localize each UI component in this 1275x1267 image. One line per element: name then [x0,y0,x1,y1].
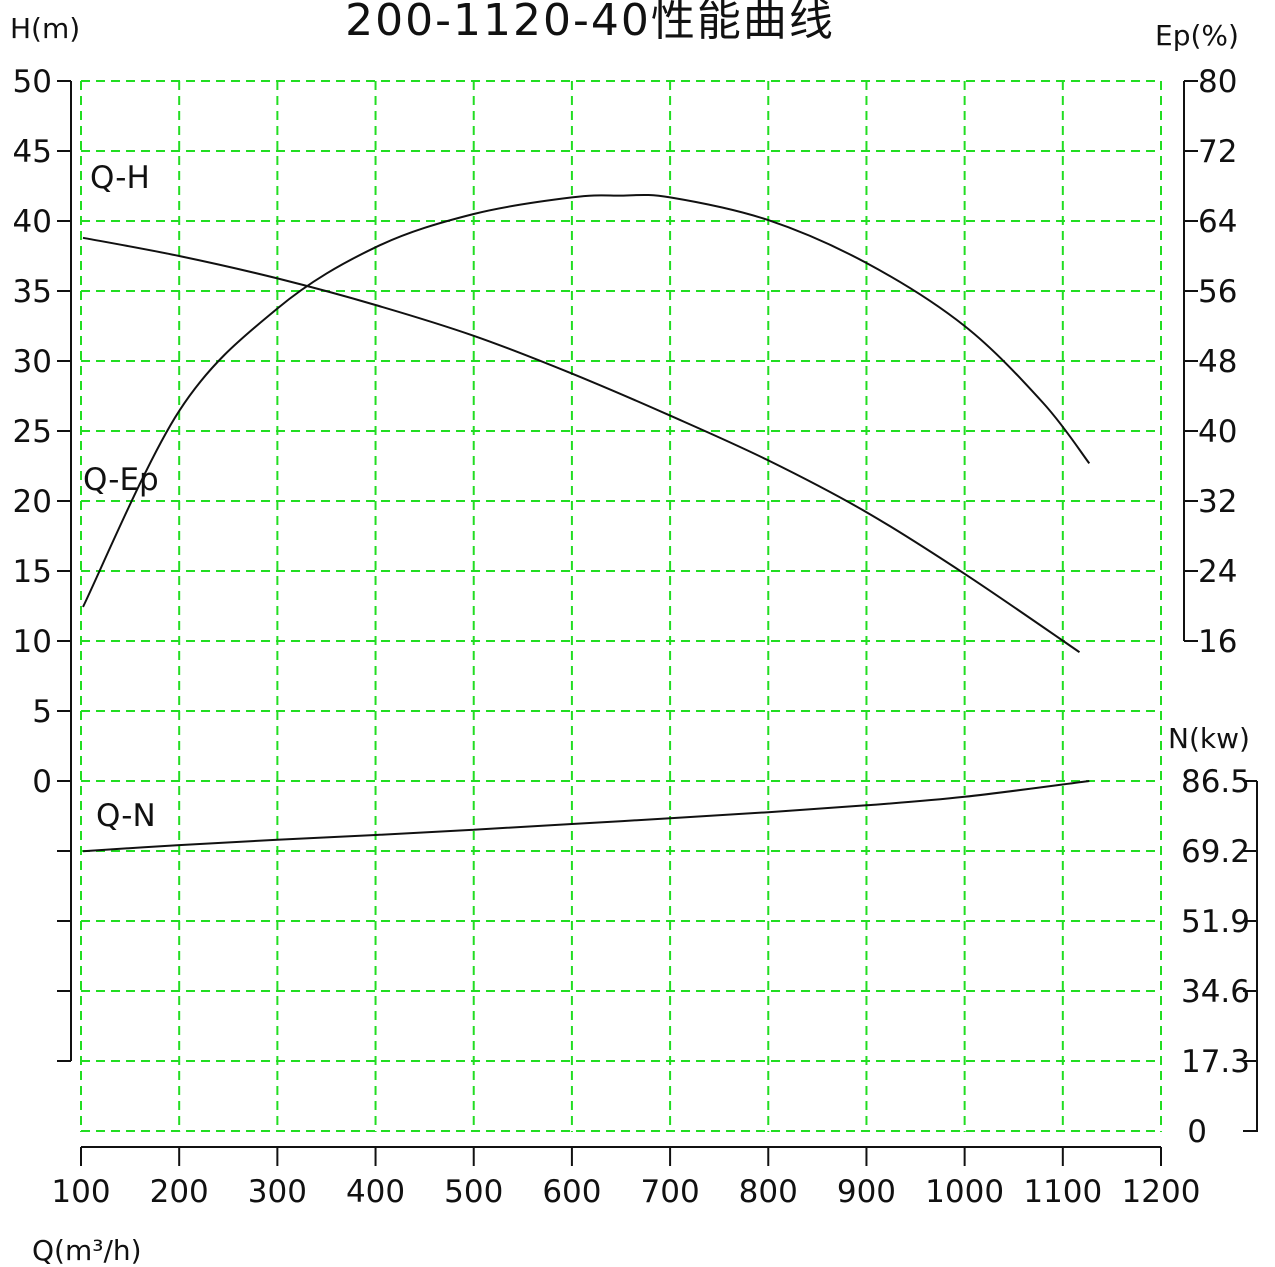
efficiency-axis-label: Ep(%) [1155,19,1239,52]
axes [57,80,1258,1166]
efficiency-tick-label: 40 [1198,414,1237,450]
efficiency-tick-label: 80 [1198,64,1237,100]
power-tick-label: 51.9 [1181,904,1250,940]
head-tick-label: 15 [13,554,52,590]
power-tick-label: 69.2 [1181,834,1250,870]
head-tick-label: 35 [13,274,52,310]
flow-tick-label: 1000 [925,1174,1004,1210]
power-axis-label: N(kw) [1168,722,1250,755]
flow-tick-label: 200 [150,1174,209,1210]
efficiency-tick-label: 56 [1198,274,1237,310]
power-tick-label: 34.6 [1181,974,1250,1010]
head-tick-label: 50 [13,64,52,100]
flow-tick-label: 100 [51,1174,110,1210]
flow-tick-label: 300 [248,1174,307,1210]
series-label-q-ep: Q-Ep [83,462,159,498]
head-tick-label: 30 [13,344,52,380]
flow-tick-label: 1200 [1122,1174,1201,1210]
efficiency-tick-label: 16 [1198,624,1237,660]
head-tick-label: 45 [13,134,52,170]
series-label-q-n: Q-N [96,798,156,834]
head-tick-label: 20 [13,484,52,520]
curve-q-h [82,236,1081,654]
flow-tick-label: 400 [346,1174,405,1210]
efficiency-tick-label: 48 [1198,344,1237,380]
curves [82,193,1091,853]
power-tick-label: 17.3 [1181,1044,1250,1080]
grid [80,80,1162,1132]
efficiency-tick-label: 24 [1198,554,1237,590]
flow-axis-label: Q(m³/h) [32,1234,142,1267]
head-tick-label: 25 [13,414,52,450]
series-label-q-h: Q-H [90,160,150,196]
chart-title: 200-1120-40性能曲线 [345,0,835,46]
power-tick-label: 0 [1187,1114,1207,1150]
head-tick-label: 5 [32,694,52,730]
flow-tick-label: 900 [837,1174,896,1210]
power-tick-label: 86.5 [1181,764,1250,800]
labels: 200-1120-40性能曲线 H(m) Ep(%) N(kw) Q(m³/h)… [10,0,1250,1267]
flow-tick-label: 800 [739,1174,798,1210]
head-tick-label: 0 [32,764,52,800]
flow-tick-label: 1100 [1023,1174,1102,1210]
head-axis-label: H(m) [10,12,80,45]
flow-tick-label: 500 [444,1174,503,1210]
curve-q-n [82,780,1090,853]
head-tick-label: 10 [13,624,52,660]
curve-q-ep [82,193,1091,608]
flow-tick-label: 600 [542,1174,601,1210]
head-tick-label: 40 [13,204,52,240]
efficiency-tick-label: 32 [1198,484,1237,520]
efficiency-tick-label: 64 [1198,204,1237,240]
efficiency-tick-label: 72 [1198,134,1237,170]
flow-tick-label: 700 [641,1174,700,1210]
